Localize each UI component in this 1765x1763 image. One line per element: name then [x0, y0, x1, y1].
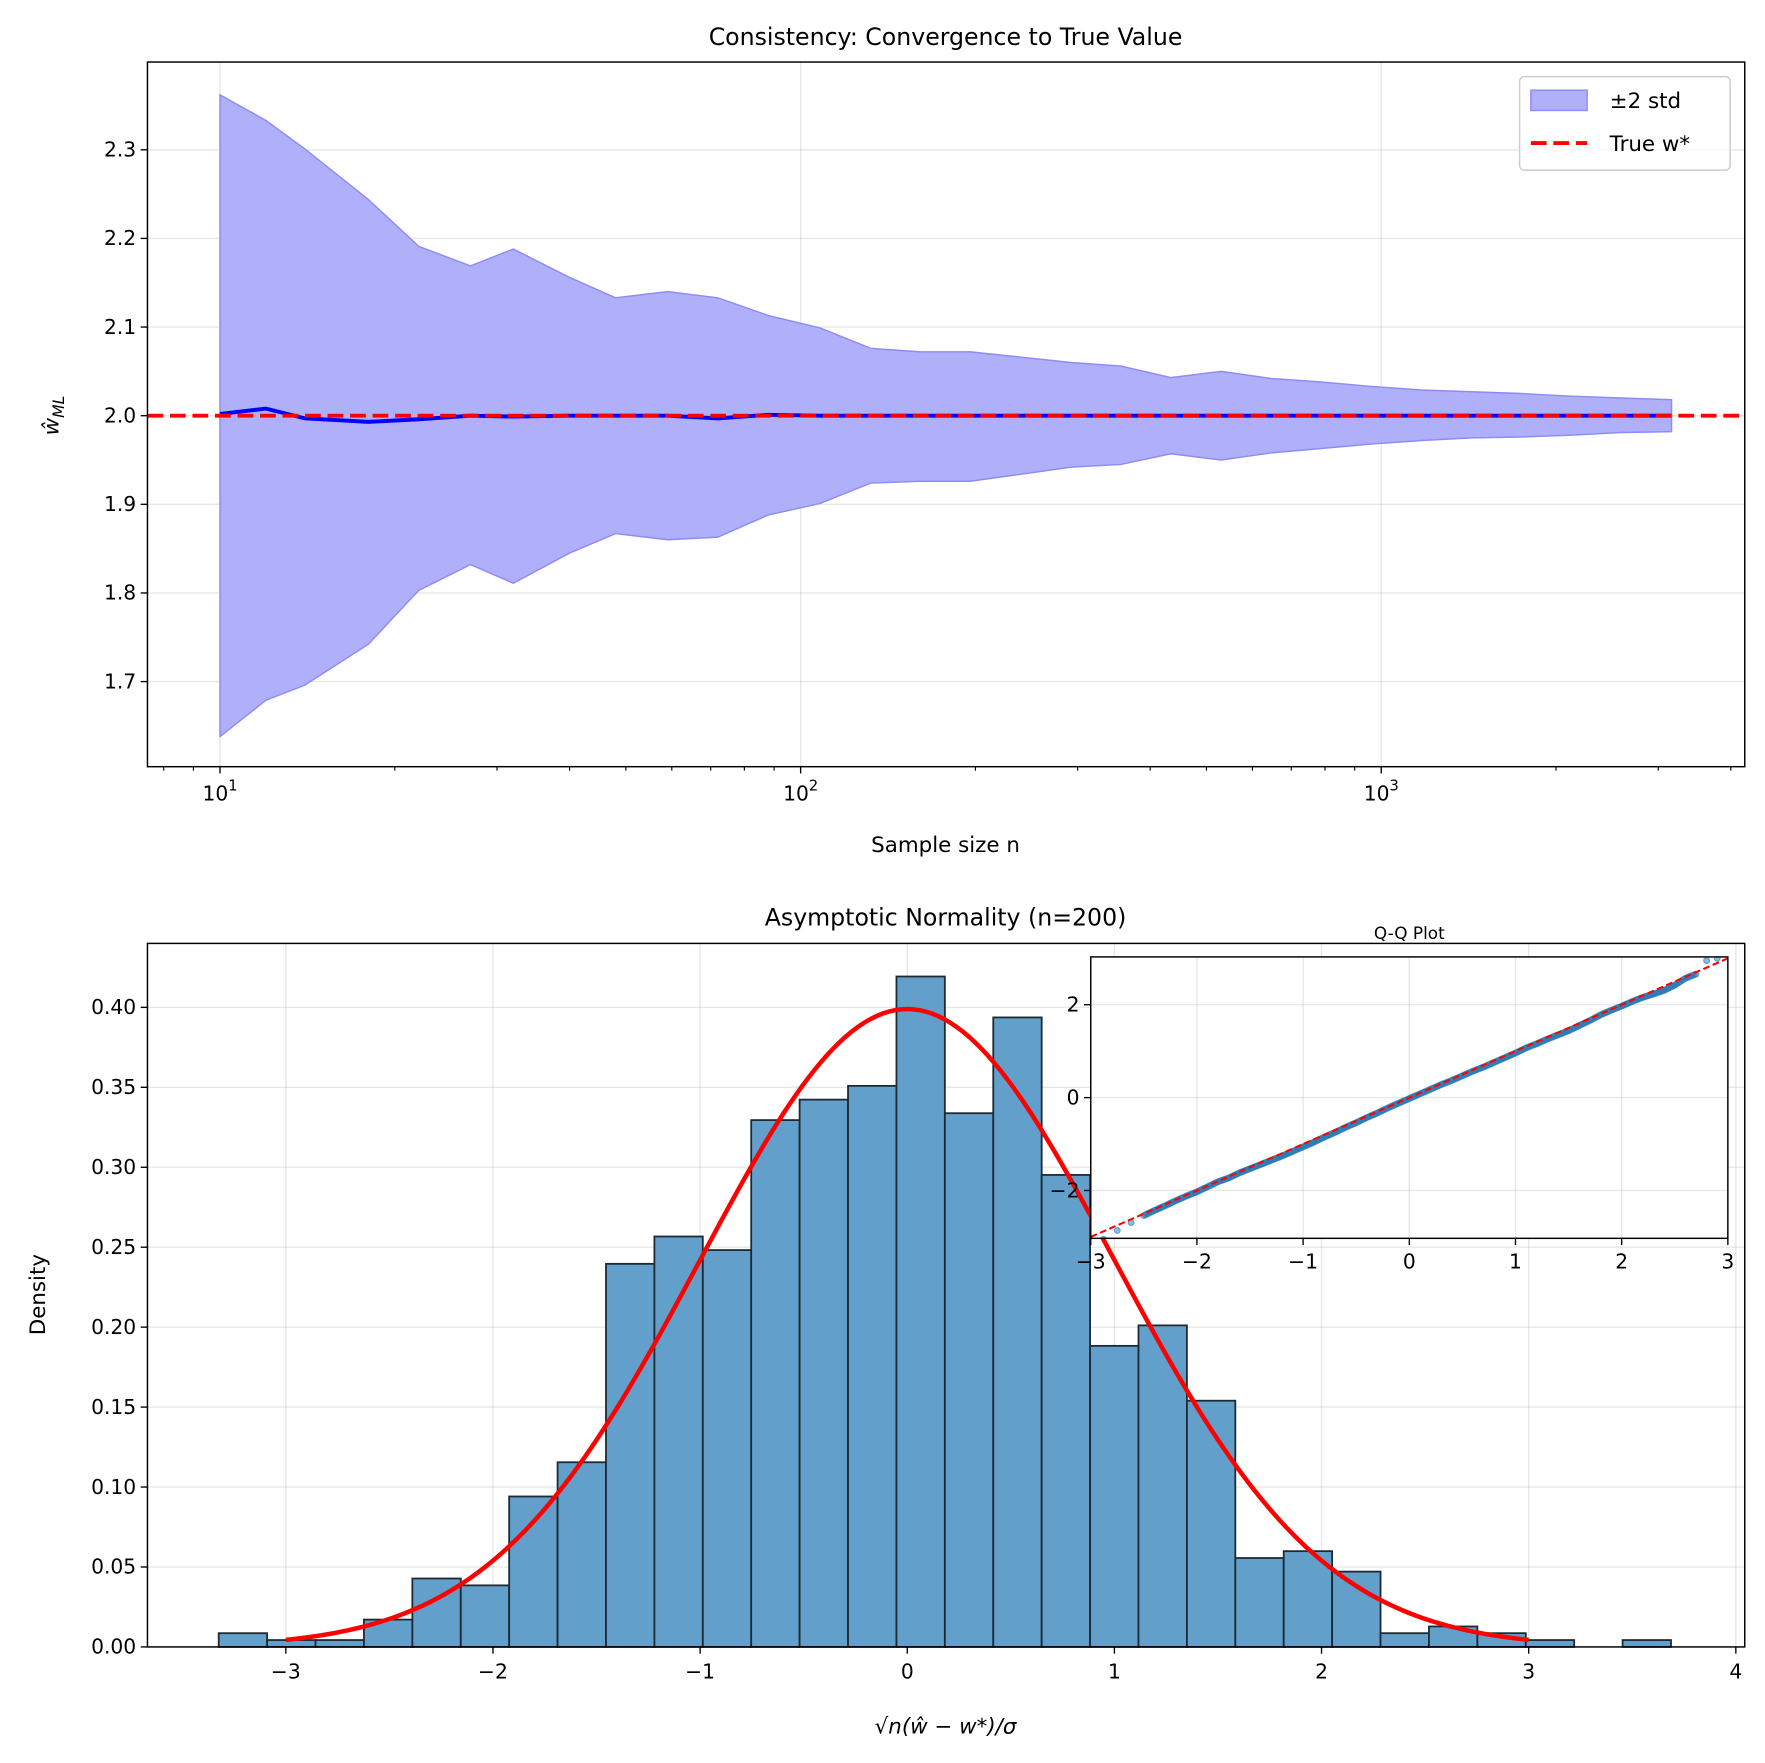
histogram-bar — [1186, 1399, 1237, 1648]
bottom-axes-frame — [146, 942, 1746, 1648]
inset-y-tick-label: −2 — [1050, 1178, 1080, 1202]
legend-band-label: ±2 std — [1610, 89, 1681, 114]
x-tick-label: 4 — [1729, 1659, 1742, 1683]
y-tick-label: 1.9 — [104, 492, 136, 516]
top-legend: ±2 std True w* — [1518, 75, 1731, 171]
top-y-axis-label: ŵML — [40, 396, 69, 436]
inset-x-tick-label: 2 — [1615, 1250, 1628, 1274]
inset-y-tick-label: 2 — [1067, 993, 1080, 1017]
x-tick-label: 0 — [901, 1659, 914, 1683]
y-tick-label: 2.2 — [104, 226, 136, 250]
x-tick-label: 1 — [1108, 1659, 1121, 1683]
inset-x-tick-label: 0 — [1403, 1250, 1416, 1274]
inset-x-tick-label: −1 — [1288, 1250, 1318, 1274]
top-plot-area — [147, 93, 1745, 739]
top-chart-title: Consistency: Convergence to True Value — [709, 23, 1183, 51]
histogram-bar — [798, 1098, 849, 1648]
histogram-bar — [556, 1461, 607, 1648]
x-tick-label: 102 — [783, 777, 818, 805]
histogram-bar — [1379, 1632, 1430, 1648]
qq-reference-line — [1090, 957, 1728, 1238]
histogram-bar — [653, 1235, 704, 1648]
normality-chart: 0.000.050.100.150.200.250.300.350.40−3 −2… — [26, 903, 1746, 1740]
y-tick-label: 0.10 — [91, 1475, 136, 1499]
bottom-x-axis-label: √n(ŵ − w*)/σ — [875, 1715, 1018, 1740]
histogram-bar — [701, 1249, 753, 1648]
y-tick-label: 0.00 — [91, 1635, 136, 1659]
top-ticks: 1.7 1.8 1.9 2.0 2.1 2.2 2.3 101 102 103 — [104, 138, 1732, 805]
y-tick-label: 0.05 — [91, 1555, 136, 1579]
y-tick-label: 1.8 — [104, 581, 136, 605]
y-tick-label: 2.3 — [104, 138, 136, 162]
inset-plot-area — [1090, 956, 1728, 1239]
y-label-base: ŵ — [40, 417, 65, 435]
histogram-bar — [1089, 1344, 1140, 1648]
histogram-bar — [750, 1119, 801, 1648]
histogram-bar — [1040, 1174, 1091, 1648]
inset-x-tick-label: 3 — [1721, 1250, 1734, 1274]
y-tick-label: 1.7 — [104, 669, 136, 693]
normal-pdf-curve — [285, 1006, 1529, 1643]
inset-x-tick-label: −2 — [1182, 1250, 1212, 1274]
histogram-bar — [992, 1016, 1043, 1648]
bottom-ticks: 0.000.050.100.150.200.250.300.350.40−3 −2… — [91, 995, 1742, 1683]
legend-true-label: True w* — [1609, 132, 1691, 157]
histogram-bar — [605, 1262, 656, 1648]
y-tick-label: 0.30 — [91, 1155, 136, 1179]
histogram-bar — [217, 1632, 269, 1648]
consistency-chart: 1.7 1.8 1.9 2.0 2.1 2.2 2.3 101 102 103 Consisten… — [40, 23, 1746, 858]
histogram-bar — [314, 1639, 365, 1648]
x-tick-label: 2 — [1315, 1659, 1328, 1683]
inset-ticks: −2 0 2 −3 −2 −1 0 1 2 3 — [1050, 993, 1735, 1274]
qq-plot-inset: −2 0 2 −3 −2 −1 0 1 2 3 Q-Q Plot — [1050, 923, 1735, 1274]
top-x-axis-label: Sample size n — [871, 833, 1020, 858]
y-tick-label: 0.40 — [91, 995, 136, 1019]
inset-title: Q-Q Plot — [1374, 923, 1445, 943]
histogram-bar — [1137, 1324, 1188, 1648]
x-tick-label: −2 — [478, 1659, 508, 1683]
bottom-y-axis-label: Density — [26, 1254, 51, 1336]
histogram-bar — [943, 1112, 995, 1648]
histogram-bar — [895, 975, 946, 1648]
y-label-sub: ML — [49, 396, 68, 418]
y-tick-label: 0.15 — [91, 1395, 136, 1419]
y-tick-label: 0.20 — [91, 1315, 136, 1339]
histogram-bar — [1621, 1639, 1672, 1648]
inset-x-tick-label: −3 — [1076, 1250, 1106, 1274]
y-tick-label: 0.25 — [91, 1235, 136, 1259]
inset-x-tick-label: 1 — [1509, 1250, 1522, 1274]
y-tick-label: 2.1 — [104, 315, 136, 339]
x-tick-label: −1 — [685, 1659, 715, 1683]
histogram-bar — [847, 1084, 898, 1648]
x-tick-label: 103 — [1364, 777, 1399, 805]
x-tick-label: 101 — [202, 777, 237, 805]
x-tick-label: −3 — [271, 1659, 301, 1683]
qq-point — [1713, 956, 1721, 962]
top-axes-frame — [146, 61, 1746, 768]
histogram-bar — [459, 1584, 511, 1648]
bottom-chart-title: Asymptotic Normality (n=200) — [765, 903, 1127, 931]
histogram-bar — [1331, 1570, 1382, 1648]
legend-band-swatch — [1530, 89, 1588, 112]
inset-y-tick-label: 0 — [1067, 1085, 1080, 1109]
qq-point — [1113, 1226, 1121, 1234]
y-tick-label: 2.0 — [104, 403, 136, 427]
y-tick-label: 0.35 — [91, 1075, 136, 1099]
x-tick-label: 3 — [1522, 1659, 1535, 1683]
histogram-bar — [1524, 1639, 1576, 1648]
bottom-plot-area — [217, 975, 1672, 1648]
qq-point — [1703, 957, 1711, 965]
histogram-bar — [1234, 1557, 1285, 1648]
